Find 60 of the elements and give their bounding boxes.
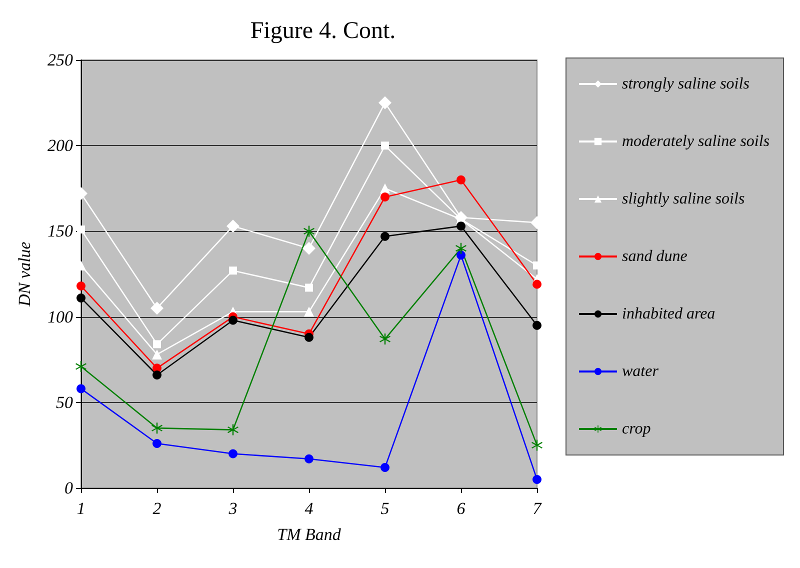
point xyxy=(456,175,466,184)
legend-label: inhabited area xyxy=(622,306,716,322)
point xyxy=(304,332,314,342)
legend-label: sand dune xyxy=(622,248,688,265)
point xyxy=(153,340,161,348)
point xyxy=(381,142,389,150)
point xyxy=(76,293,86,302)
point xyxy=(304,306,314,317)
point xyxy=(380,192,390,202)
point xyxy=(152,349,162,360)
point xyxy=(532,280,542,289)
x-tick-label: 3 xyxy=(228,499,238,518)
legend-label: moderately saline soils xyxy=(622,133,770,150)
x-tick-label: 1 xyxy=(76,499,86,518)
point xyxy=(456,250,466,260)
point xyxy=(76,281,86,290)
point xyxy=(532,320,542,330)
point xyxy=(305,284,313,292)
point xyxy=(228,449,238,458)
point xyxy=(304,454,314,464)
point xyxy=(77,225,85,234)
point xyxy=(378,96,392,110)
point xyxy=(304,226,314,237)
y-tick-label: 0 xyxy=(64,478,74,498)
point xyxy=(456,242,466,254)
legend-label: strongly saline soils xyxy=(622,76,750,92)
x-tick-label: 4 xyxy=(304,499,314,518)
y-tick-label: 200 xyxy=(48,136,74,156)
y-tick-label: 50 xyxy=(56,392,74,412)
x-tick-label: 5 xyxy=(380,499,390,518)
y-tick-label: 250 xyxy=(48,50,74,70)
chart-title: Figure 4. Cont. xyxy=(250,18,396,44)
point xyxy=(302,242,316,255)
point xyxy=(380,462,390,472)
x-axis-title: TM Band xyxy=(277,525,342,544)
point xyxy=(380,183,390,194)
y-tick-label: 100 xyxy=(48,307,74,326)
point xyxy=(152,422,162,434)
legend-label: crop xyxy=(622,420,651,438)
point xyxy=(456,222,466,231)
point xyxy=(532,440,542,451)
legend-label: slightly saline soils xyxy=(622,190,745,208)
point xyxy=(228,316,238,325)
x-tick-label: 7 xyxy=(532,499,543,518)
point xyxy=(152,370,162,380)
point xyxy=(380,232,390,241)
x-tick-label: 2 xyxy=(152,499,162,518)
point xyxy=(76,360,86,372)
y-tick-label: 150 xyxy=(48,222,74,241)
point xyxy=(229,266,237,275)
point xyxy=(150,302,164,315)
point xyxy=(380,334,390,345)
legend-label: water xyxy=(622,363,660,380)
point xyxy=(228,424,238,436)
point xyxy=(532,474,542,484)
point xyxy=(76,384,86,394)
point xyxy=(152,438,162,448)
y-axis-title: DN value xyxy=(15,241,34,308)
x-tick-label: 6 xyxy=(456,499,466,518)
point xyxy=(226,220,240,233)
